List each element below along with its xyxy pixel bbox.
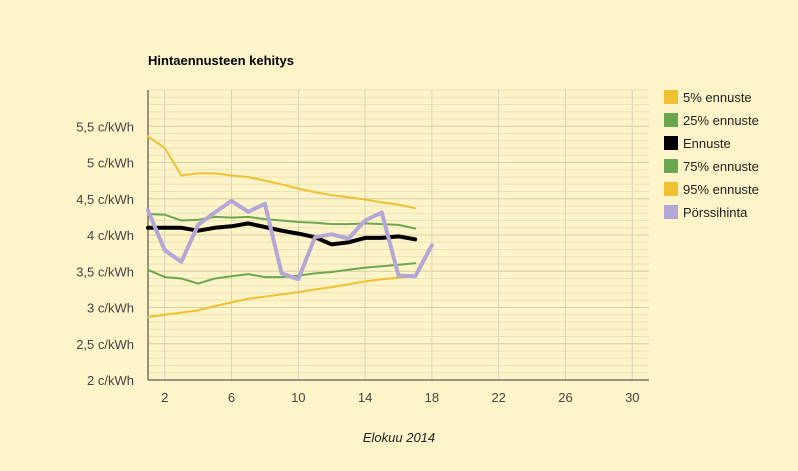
grid — [148, 89, 649, 381]
legend-swatch — [664, 113, 678, 127]
legend-item-3[interactable]: 75% ennuste — [664, 159, 759, 174]
x-tick-label: 30 — [625, 390, 639, 405]
legend-label: Pörssihinta — [683, 205, 748, 220]
series-line-1 — [147, 262, 417, 285]
y-tick-label: 3 c/kWh — [87, 301, 134, 316]
x-tick-label: 10 — [291, 390, 305, 405]
axes — [147, 90, 649, 381]
legend-swatch — [664, 159, 678, 173]
x-tick-label: 6 — [228, 390, 235, 405]
x-axis-ticks: 2 6 10 14 18 22 26 30 — [161, 390, 639, 405]
x-tick-label: 18 — [425, 390, 439, 405]
x-tick-label: 2 — [161, 390, 168, 405]
legend-item-2[interactable]: Ennuste — [664, 136, 731, 151]
series-line-4 — [147, 135, 417, 210]
series-lines — [146, 135, 434, 318]
legend-label: 95% ennuste — [683, 182, 759, 197]
x-tick-label: 22 — [491, 390, 505, 405]
legend-swatch — [664, 205, 678, 219]
y-axis-ticks: 2 c/kWh 2,5 c/kWh 3 c/kWh 3,5 c/kWh 4 c/kWh 4… — [76, 119, 134, 388]
x-tick-label: 26 — [558, 390, 572, 405]
y-tick-label: 3,5 c/kWh — [76, 264, 134, 279]
legend-label: 75% ennuste — [683, 159, 759, 174]
series-line-5 — [146, 198, 434, 282]
legend-swatch — [664, 90, 678, 104]
x-tick-label: 14 — [358, 390, 372, 405]
series-line-0 — [147, 274, 417, 318]
legend-label: Ennuste — [683, 136, 731, 151]
legend-item-4[interactable]: 95% ennuste — [664, 182, 759, 197]
y-tick-label: 4,5 c/kWh — [76, 192, 134, 207]
chart-title: Hintaennusteen kehitys — [148, 53, 294, 68]
legend-label: 5% ennuste — [683, 90, 752, 105]
y-tick-label: 5 c/kWh — [87, 156, 134, 171]
series-line-3 — [147, 213, 417, 230]
legend[interactable]: 5% ennuste 25% ennuste Ennuste 75% ennuste 9… — [664, 90, 759, 220]
legend-swatch — [664, 182, 678, 196]
y-tick-label: 4 c/kWh — [87, 228, 134, 243]
y-tick-label: 2 c/kWh — [87, 373, 134, 388]
y-tick-label: 2,5 c/kWh — [76, 337, 134, 352]
legend-label: 25% ennuste — [683, 113, 759, 128]
legend-swatch — [664, 136, 678, 150]
legend-item-5[interactable]: Pörssihinta — [664, 205, 748, 220]
y-tick-label: 5,5 c/kWh — [76, 119, 134, 134]
x-axis-label: Elokuu 2014 — [363, 430, 435, 445]
legend-item-1[interactable]: 25% ennuste — [664, 113, 759, 128]
legend-item-0[interactable]: 5% ennuste — [664, 90, 752, 105]
series-line-2 — [146, 221, 418, 247]
